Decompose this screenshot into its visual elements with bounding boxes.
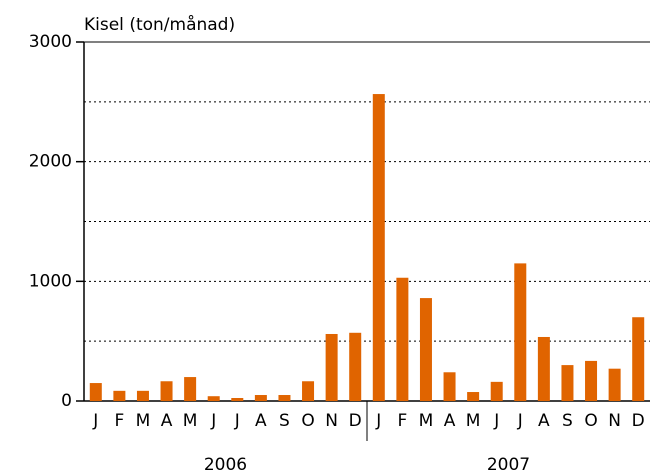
- bar: [443, 372, 456, 401]
- x-tick-label: M: [136, 411, 151, 431]
- bar: [160, 381, 173, 401]
- x-tick-label: J: [517, 411, 523, 431]
- x-tick-label: D: [349, 411, 362, 431]
- y-tick-label: 3000: [29, 32, 72, 52]
- bar: [419, 298, 432, 401]
- group-label: 2006: [204, 455, 247, 472]
- x-tick-label: A: [161, 411, 173, 431]
- x-tick-label: D: [632, 411, 645, 431]
- bar: [207, 396, 220, 401]
- bar: [372, 94, 385, 402]
- bar: [254, 395, 267, 401]
- bar: [632, 317, 645, 401]
- x-tick-label: M: [466, 411, 481, 431]
- bar: [325, 333, 338, 401]
- bar: [231, 398, 244, 401]
- x-tick-label: A: [255, 411, 267, 431]
- x-tick-label: A: [538, 411, 550, 431]
- x-tick-label: S: [562, 411, 573, 431]
- x-tick-label: N: [325, 411, 338, 431]
- bar: [278, 395, 291, 401]
- bar: [136, 390, 149, 401]
- y-tick-label: 1000: [29, 271, 72, 291]
- group-label: 2007: [487, 455, 530, 472]
- bar: [608, 368, 621, 401]
- bar: [467, 392, 480, 401]
- bar: [396, 277, 409, 401]
- x-tick-label: A: [444, 411, 456, 431]
- x-tick-label: J: [375, 411, 381, 431]
- x-tick-label: F: [114, 411, 124, 431]
- x-tick-label: J: [234, 411, 240, 431]
- x-tick-label: N: [608, 411, 621, 431]
- bar: [561, 365, 574, 401]
- x-tick-label: O: [584, 411, 597, 431]
- x-tick-label: M: [419, 411, 434, 431]
- bar: [585, 360, 598, 401]
- x-tick-label: J: [493, 411, 499, 431]
- bar: [349, 332, 362, 401]
- chart-title: Kisel (ton/månad): [84, 14, 235, 35]
- x-tick-label: S: [279, 411, 290, 431]
- x-tick-label: M: [183, 411, 198, 431]
- x-tick-label: F: [397, 411, 407, 431]
- x-tick-label: J: [210, 411, 216, 431]
- bar: [537, 336, 550, 401]
- bar: [184, 377, 197, 401]
- bar: [302, 381, 315, 401]
- bar: [490, 381, 503, 401]
- x-tick-label: O: [301, 411, 314, 431]
- y-tick-label: 0: [61, 391, 72, 411]
- bar: [514, 263, 527, 401]
- bar: [89, 383, 102, 401]
- x-tick-label: J: [92, 411, 98, 431]
- bar: [113, 390, 126, 401]
- y-tick-label: 2000: [29, 152, 72, 172]
